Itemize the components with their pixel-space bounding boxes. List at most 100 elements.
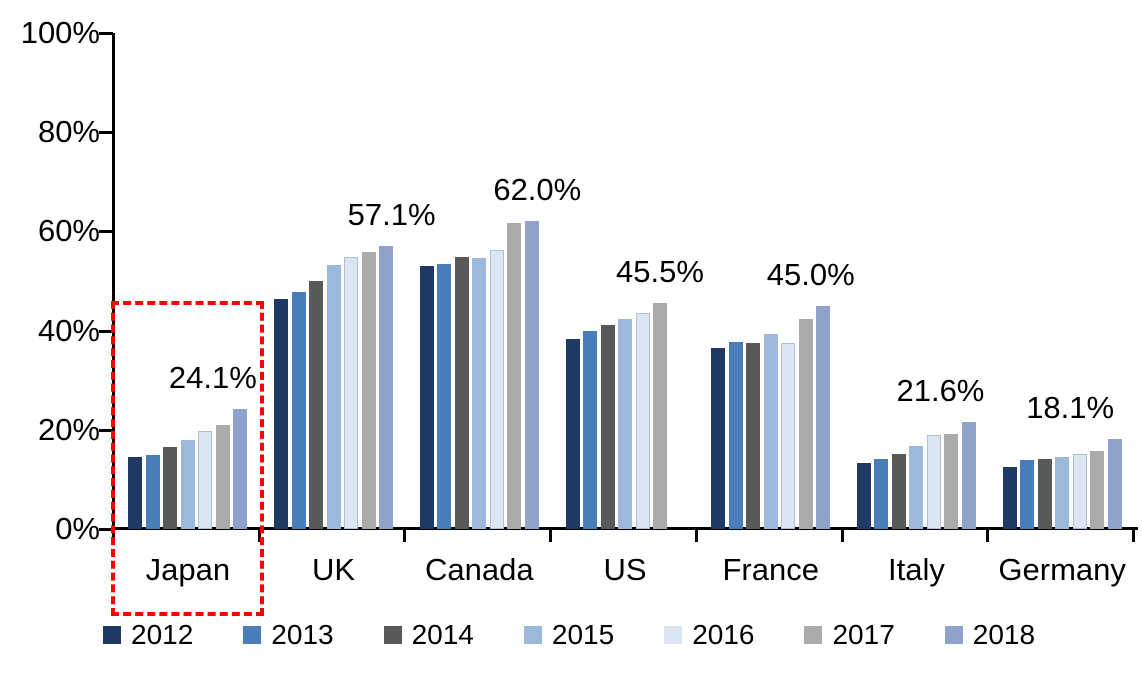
bar-japan-2014 (163, 446, 178, 529)
bar-italy-2017 (944, 433, 959, 529)
bar-uk-2018 (379, 245, 394, 529)
highlight-dashed-box (111, 300, 264, 616)
bar-france-2012 (711, 347, 726, 529)
legend-label-2012: 2012 (131, 619, 194, 650)
legend-label-2017: 2017 (832, 619, 895, 650)
bar-italy-2014 (891, 453, 906, 529)
y-axis-tick-label: 40% (37, 312, 100, 348)
legend-label-2015: 2015 (551, 619, 615, 650)
x-axis-label-japan: Japan (145, 552, 231, 587)
legend-item-2018: 2018 (944, 617, 1036, 653)
x-axis-tick (549, 529, 553, 542)
data-label-uk: 57.1% (347, 196, 436, 232)
y-axis-tick (99, 528, 113, 531)
bar-germany-2016 (1072, 453, 1087, 529)
bar-france-2014 (746, 342, 761, 529)
x-axis-tick (257, 529, 261, 542)
bar-uk-2014 (309, 281, 324, 529)
y-axis-tick (99, 329, 113, 333)
bar-italy-2013 (874, 458, 889, 529)
legend-swatch-2017 (804, 626, 823, 644)
legend-item-2013: 2013 (243, 617, 334, 653)
bar-italy-2018 (961, 421, 976, 529)
data-label-japan: 24.1% (168, 360, 257, 396)
legend-swatch-2018 (944, 626, 963, 644)
bar-france-2017 (798, 319, 813, 529)
bar-canada-2016 (489, 249, 504, 529)
x-axis-label-canada: Canada (424, 552, 534, 587)
bar-italy-2012 (856, 463, 871, 529)
x-axis-tick (986, 529, 990, 542)
legend-label-2016: 2016 (692, 619, 755, 650)
legend-label-2014: 2014 (411, 619, 474, 650)
bar-canada-2014 (454, 256, 469, 529)
legend-item-2012: 2012 (103, 617, 193, 653)
bar-japan-2015 (180, 439, 195, 529)
legend-label-2018: 2018 (972, 619, 1036, 650)
x-axis-tick (694, 529, 698, 542)
bar-canada-2017 (507, 223, 522, 529)
y-axis-tick-label: 100% (20, 15, 100, 50)
bar-germany-2014 (1037, 458, 1052, 529)
data-label-canada: 62.0% (493, 172, 582, 208)
bar-japan-2017 (215, 424, 230, 529)
bar-france-2016 (781, 343, 796, 529)
bar-us-2015 (618, 319, 632, 529)
bar-germany-2015 (1055, 456, 1070, 529)
bar-japan-2013 (145, 454, 160, 529)
y-axis-tick-label: 20% (37, 411, 100, 447)
bar-france-2013 (728, 342, 743, 529)
x-axis-label-us: US (603, 552, 647, 587)
bar-germany-2017 (1090, 450, 1105, 529)
x-axis-label-france: France (722, 552, 819, 587)
bar-uk-2012 (274, 298, 289, 529)
legend-item-2016: 2016 (664, 617, 754, 653)
y-axis-tick-label: 80% (37, 114, 100, 150)
legend-swatch-2014 (383, 626, 402, 644)
x-axis-label-germany: Germany (998, 552, 1126, 587)
data-label-us: 45.5% (616, 254, 704, 290)
bar-uk-2015 (326, 265, 341, 529)
bar-france-2015 (763, 333, 778, 529)
y-axis (112, 33, 115, 532)
y-axis-tick (99, 32, 113, 35)
bar-us-2013 (583, 330, 597, 529)
bar-us-2017 (653, 303, 667, 529)
bar-france-2018 (816, 305, 831, 529)
data-label-germany: 18.1% (1026, 390, 1115, 426)
data-label-france: 45.0% (766, 256, 855, 292)
legend-label-2013: 2013 (271, 619, 334, 650)
bar-germany-2013 (1020, 460, 1035, 529)
x-axis-label-uk: UK (312, 552, 356, 587)
bar-canada-2013 (437, 264, 452, 529)
bar-uk-2013 (291, 291, 306, 529)
data-label-italy: 21.6% (896, 372, 985, 408)
bar-canada-2018 (524, 221, 539, 529)
bar-italy-2016 (926, 435, 941, 529)
y-axis-tick (99, 230, 113, 234)
bar-canada-2015 (472, 257, 487, 529)
legend-swatch-2012 (103, 626, 121, 644)
legend-item-2014: 2014 (383, 617, 474, 653)
y-axis-tick (99, 428, 113, 432)
bar-uk-2017 (361, 252, 376, 529)
bar-uk-2016 (344, 257, 359, 529)
bar-germany-2018 (1107, 439, 1122, 529)
x-axis-tick (840, 529, 844, 542)
x-axis-tick (1132, 529, 1135, 542)
legend-swatch-2016 (664, 626, 683, 644)
legend: 2012 2013 2014 2015 2016 2017 2018 (103, 615, 1035, 655)
bar-germany-2012 (1002, 467, 1017, 529)
x-axis-label-italy: Italy (887, 552, 945, 587)
legend-item-2015: 2015 (523, 617, 615, 653)
y-axis-tick-label: 0% (55, 511, 100, 546)
bar-canada-2012 (419, 266, 434, 529)
bar-japan-2012 (128, 456, 143, 529)
legend-swatch-2013 (243, 626, 262, 644)
bar-us-2012 (565, 339, 580, 529)
legend-swatch-2015 (523, 626, 542, 644)
bar-japan-2016 (198, 430, 213, 529)
y-axis-tick-label: 60% (37, 213, 100, 249)
bar-japan-2018 (233, 409, 248, 529)
